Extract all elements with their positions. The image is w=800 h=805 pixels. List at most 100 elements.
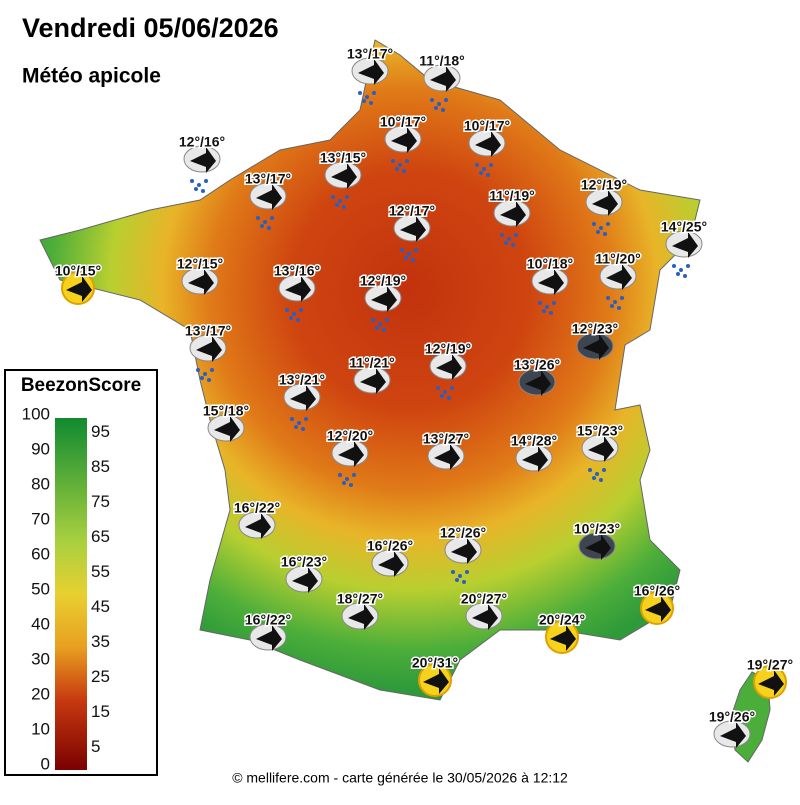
rain-drop bbox=[437, 102, 441, 106]
station-temp: 16°/26° bbox=[367, 538, 413, 554]
rain-drop bbox=[444, 98, 448, 102]
wind-arrow bbox=[348, 604, 374, 630]
wind-arrow bbox=[245, 513, 271, 539]
weather-icon bbox=[324, 161, 362, 209]
legend-tick-right: 15 bbox=[91, 702, 110, 721]
station-temp: 19°/26° bbox=[709, 709, 755, 725]
wind-arrow bbox=[188, 269, 214, 295]
station-temp: 13°/21° bbox=[279, 372, 325, 388]
rain-drop bbox=[400, 248, 404, 252]
rain-drop bbox=[592, 222, 596, 226]
rain-drop bbox=[595, 472, 599, 476]
rain-drop bbox=[301, 427, 305, 431]
weather-icon bbox=[285, 565, 323, 593]
wind-arrow bbox=[331, 163, 357, 189]
rain-drop bbox=[372, 91, 376, 95]
weather-icon bbox=[599, 262, 637, 310]
rain-drop bbox=[345, 477, 349, 481]
rain-drop bbox=[267, 226, 271, 230]
rain-drop bbox=[434, 106, 438, 110]
legend-tick-left: 0 bbox=[41, 754, 50, 773]
rain-drop bbox=[596, 230, 600, 234]
rain-drop bbox=[200, 376, 204, 380]
rain-drop bbox=[285, 308, 289, 312]
station-temp: 19°/27° bbox=[747, 657, 793, 673]
station-temp: 14°/28° bbox=[511, 433, 557, 449]
rain-drop bbox=[404, 256, 408, 260]
weather-icon bbox=[545, 620, 579, 654]
weather-icon bbox=[640, 591, 674, 625]
wind-arrow bbox=[475, 131, 501, 157]
legend-tick-left: 50 bbox=[31, 579, 50, 598]
rain-drop bbox=[672, 264, 676, 268]
wind-arrow bbox=[758, 670, 784, 696]
legend-tick-right: 45 bbox=[91, 597, 110, 616]
rain-drop bbox=[450, 386, 454, 390]
rain-drop bbox=[342, 205, 346, 209]
legend-tick-right: 65 bbox=[91, 527, 110, 546]
rain-drop bbox=[482, 167, 486, 171]
rain-drop bbox=[479, 171, 483, 175]
weather-icon bbox=[183, 145, 221, 193]
rain-drop bbox=[256, 216, 260, 220]
rain-drop bbox=[352, 473, 356, 477]
weather-icon bbox=[61, 271, 95, 305]
wind-arrow bbox=[436, 354, 462, 380]
footer: © mellifere.com - carte générée le 30/05… bbox=[232, 770, 568, 786]
weather-icon bbox=[189, 334, 227, 382]
rain-drop bbox=[610, 304, 614, 308]
legend-tick-right: 5 bbox=[91, 737, 100, 756]
station-temp: 12°/20° bbox=[327, 428, 373, 444]
rain-drop bbox=[475, 163, 479, 167]
rain-drop bbox=[603, 232, 607, 236]
rain-drop bbox=[514, 233, 518, 237]
rain-drop bbox=[296, 318, 300, 322]
rain-drop bbox=[511, 243, 515, 247]
station-temp: 14°/25° bbox=[661, 219, 707, 235]
wind-arrow bbox=[434, 444, 460, 470]
wind-arrow bbox=[285, 276, 311, 302]
station-temp: 16°/26° bbox=[634, 583, 680, 599]
weather-icon bbox=[531, 267, 569, 315]
legend-scale bbox=[55, 418, 87, 770]
legend-tick-left: 30 bbox=[31, 649, 50, 668]
wind-arrow bbox=[256, 184, 282, 210]
wind-arrow bbox=[588, 436, 614, 462]
rain-drop bbox=[592, 476, 596, 480]
wind-arrow bbox=[360, 368, 386, 394]
weather-icon bbox=[429, 352, 467, 400]
station-temp: 13°/15° bbox=[320, 150, 366, 166]
rain-drop bbox=[507, 237, 511, 241]
title: Vendredi 05/06/2026 bbox=[22, 13, 279, 43]
rain-drop bbox=[465, 570, 469, 574]
wind-arrow bbox=[585, 534, 611, 560]
station-temp: 20°/24° bbox=[539, 612, 585, 628]
wind-arrow bbox=[400, 216, 426, 242]
rain-drop bbox=[304, 417, 308, 421]
rain-drop bbox=[358, 91, 362, 95]
rain-drop bbox=[190, 179, 194, 183]
weather-icon bbox=[518, 368, 556, 396]
weather-icon bbox=[444, 536, 482, 584]
rain-drop bbox=[338, 199, 342, 203]
weather-icon bbox=[576, 332, 614, 360]
station-temp: 13°/16° bbox=[274, 263, 320, 279]
station-temp: 10°/18° bbox=[527, 256, 573, 272]
rain-drop bbox=[676, 272, 680, 276]
weather-icon bbox=[341, 602, 379, 630]
wind-arrow bbox=[550, 625, 576, 651]
station-temp: 11°/21° bbox=[349, 355, 394, 371]
rain-drop bbox=[458, 574, 462, 578]
station-temp: 11°/20° bbox=[595, 251, 640, 267]
rain-drop bbox=[210, 368, 214, 372]
station-temp: 13°/17° bbox=[245, 171, 291, 187]
wind-arrow bbox=[66, 276, 92, 302]
rain-drop bbox=[289, 316, 293, 320]
rain-drop bbox=[455, 578, 459, 582]
rain-drop bbox=[197, 183, 201, 187]
rain-drop bbox=[342, 481, 346, 485]
weather-icon bbox=[207, 414, 245, 442]
rain-drop bbox=[201, 189, 205, 193]
rain-drop bbox=[391, 159, 395, 163]
